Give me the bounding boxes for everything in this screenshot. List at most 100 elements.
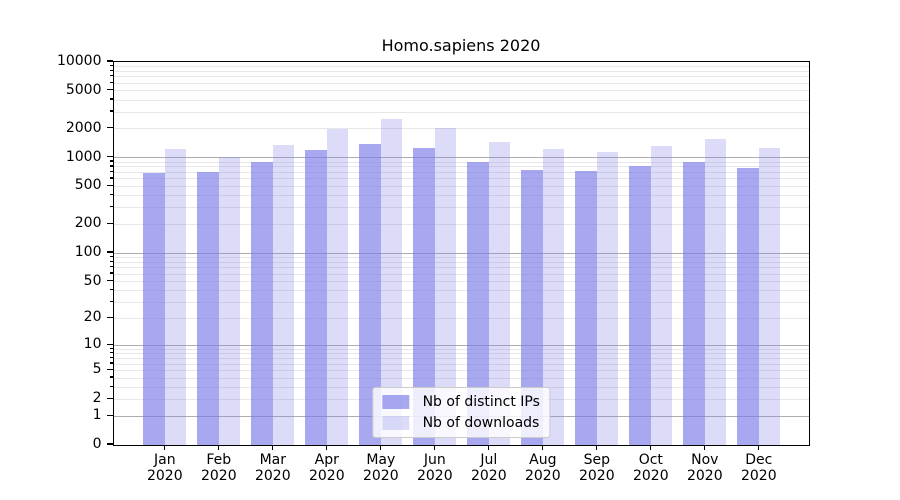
- bar-downloads-jul: [488, 141, 510, 445]
- y-tick-label: 500: [74, 177, 102, 194]
- bar-distinct-ips-jan: [143, 173, 165, 445]
- bar-distinct-ips-may: [359, 144, 381, 445]
- x-tick-label-jul: Jul 2020: [457, 452, 521, 485]
- gridline-minor: [113, 348, 809, 350]
- y-tick-minor-mark: [109, 385, 113, 387]
- y-tick-minor-mark: [109, 206, 113, 208]
- gridline-minor: [113, 301, 809, 303]
- gridline-minor: [113, 369, 809, 371]
- x-tick-year: 2020: [740, 468, 777, 484]
- x-tick-mark: [488, 445, 490, 450]
- gridline-minor: [113, 70, 809, 72]
- y-tick-minor-mark: [109, 397, 113, 399]
- y-tick-minor-mark: [109, 222, 113, 225]
- gridline-minor: [113, 111, 809, 113]
- x-tick-label-jan: Jan 2020: [133, 452, 197, 485]
- gridline-minor: [113, 76, 809, 78]
- bar-downloads-feb: [218, 157, 240, 445]
- gridline-minor: [113, 82, 809, 84]
- x-tick-label-apr: Apr 2020: [295, 452, 359, 485]
- y-tick-label: 2000: [65, 119, 102, 136]
- x-tick-year: 2020: [200, 468, 237, 484]
- x-tick-mark: [542, 445, 544, 450]
- y-tick-minor-mark: [109, 194, 113, 196]
- bar-downloads-oct: [650, 146, 672, 445]
- x-tick-month: Nov: [691, 451, 719, 468]
- gridline-minor: [113, 363, 809, 365]
- x-tick-year: 2020: [308, 468, 345, 484]
- y-tick-minor-mark: [109, 347, 113, 349]
- y-tick-label: 2: [92, 390, 102, 407]
- bar-distinct-ips-jul: [467, 161, 489, 445]
- x-tick-mark: [704, 445, 706, 450]
- x-tick-month: Jan: [154, 451, 176, 468]
- y-tick-minor-mark: [109, 272, 113, 274]
- x-tick-month: Feb: [206, 451, 232, 468]
- x-tick-label-nov: Nov 2020: [673, 452, 737, 485]
- bar-downloads-apr: [326, 129, 348, 445]
- y-tick-mark: [107, 156, 113, 158]
- x-tick-mark: [650, 445, 652, 450]
- x-tick-label-feb: Feb 2020: [187, 452, 251, 485]
- x-axis: Jan 2020 Feb 2020 Mar 2020 Apr 2020 May 2020 Jun 20…: [113, 445, 811, 496]
- y-tick-label: 20: [83, 309, 102, 326]
- x-tick-month: Dec: [745, 451, 773, 468]
- y-tick-label: 1: [92, 407, 102, 424]
- y-tick-minor-mark: [109, 75, 113, 77]
- legend: Nb of distinct IPs Nb of downloads: [372, 386, 550, 438]
- x-tick-month: Aug: [529, 451, 557, 468]
- x-tick-label-may: May 2020: [349, 452, 413, 485]
- bar-downloads-may: [380, 119, 402, 445]
- x-tick-mark: [596, 445, 598, 450]
- y-tick-label: 50: [83, 272, 102, 289]
- x-tick-year: 2020: [254, 468, 291, 484]
- y-tick-label: 100: [74, 244, 102, 261]
- x-tick-year: 2020: [362, 468, 399, 484]
- y-tick-mark: [107, 443, 113, 445]
- gridline-minor: [113, 290, 809, 292]
- x-tick-month: Mar: [259, 451, 286, 468]
- y-tick-mark: [107, 414, 113, 416]
- bar-downloads-sep: [596, 151, 618, 445]
- bar-distinct-ips-mar: [251, 161, 273, 445]
- gridline-minor: [113, 195, 809, 197]
- x-tick-year: 2020: [686, 468, 723, 484]
- gridline-minor: [113, 172, 809, 174]
- y-tick-minor-mark: [109, 127, 113, 129]
- legend-label-distinct-ips: Nb of distinct IPs: [422, 393, 540, 410]
- y-tick-minor-mark: [109, 279, 113, 282]
- x-tick-mark: [218, 445, 220, 450]
- y-tick-minor-mark: [109, 352, 113, 354]
- y-tick-minor-mark: [109, 69, 113, 71]
- bar-distinct-ips-jun: [413, 148, 435, 445]
- x-tick-label-sep: Sep 2020: [565, 452, 629, 485]
- gridline-minor: [113, 161, 809, 163]
- legend-item-downloads: Nb of downloads: [382, 415, 540, 431]
- bar-distinct-ips-nov: [683, 161, 705, 445]
- y-tick-label: 5000: [65, 81, 102, 98]
- y-tick-minor-mark: [109, 165, 113, 167]
- y-tick-mark: [107, 60, 113, 62]
- y-tick-minor-mark: [109, 288, 113, 291]
- y-tick-minor-mark: [109, 98, 113, 100]
- gridline-minor: [113, 128, 809, 130]
- legend-item-distinct-ips: Nb of distinct IPs: [382, 393, 540, 410]
- y-tick-minor-mark: [109, 89, 113, 91]
- bar-downloads-aug: [542, 148, 564, 445]
- bar-downloads-jun: [434, 128, 456, 445]
- x-tick-month: Jul: [480, 451, 498, 468]
- y-tick-minor-mark: [109, 362, 113, 364]
- y-tick-minor-mark: [109, 177, 113, 179]
- y-tick-minor-mark: [109, 81, 113, 83]
- y-tick-mark: [107, 251, 113, 253]
- y-tick-minor-mark: [109, 170, 113, 173]
- bar-downloads-nov: [704, 139, 726, 445]
- x-tick-label-mar: Mar 2020: [241, 452, 305, 485]
- y-tick-minor-mark: [109, 266, 113, 268]
- y-tick-minor-mark: [109, 160, 113, 162]
- gridline-major: [113, 252, 809, 254]
- gridline-minor: [113, 90, 809, 92]
- x-tick-label-aug: Aug 2020: [511, 452, 575, 485]
- gridline-minor: [113, 267, 809, 269]
